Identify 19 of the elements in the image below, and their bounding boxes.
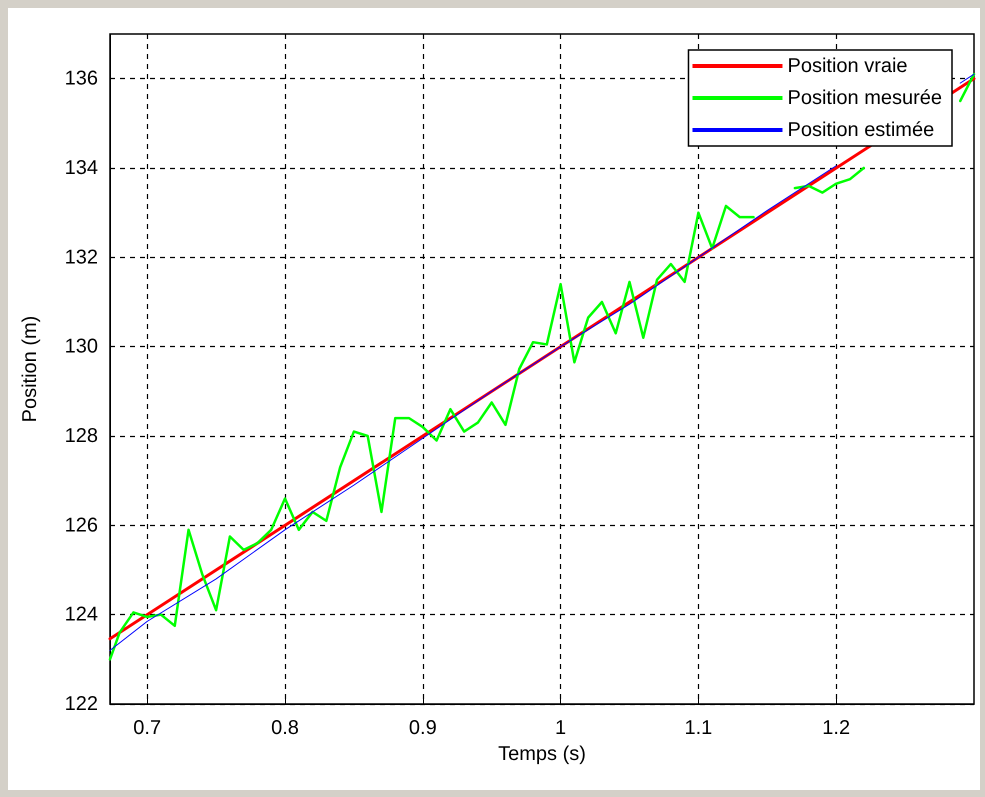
x-tick-label: 1.2: [822, 717, 850, 739]
y-tick-label: 124: [64, 604, 98, 626]
y-tick-label: 136: [64, 68, 98, 90]
legend-label: Position mesurée: [787, 87, 942, 109]
x-tick-label: 1.1: [684, 717, 712, 739]
y-tick-label: 126: [64, 514, 98, 536]
y-tick-label: 128: [64, 425, 98, 447]
legend-label: Position estimée: [787, 119, 934, 141]
y-tick-label: 122: [64, 693, 98, 715]
x-tick-label: 1: [555, 717, 566, 739]
y-tick-label: 130: [64, 336, 98, 358]
y-axis-title: Position (m): [19, 316, 41, 422]
x-tick-label: 0.7: [133, 717, 162, 739]
x-axis-title: Temps (s): [498, 743, 586, 765]
x-tick-label: 0.8: [271, 717, 299, 739]
legend-label: Position vraie: [787, 55, 908, 77]
y-tick-label: 132: [64, 246, 98, 268]
y-tick-label: 134: [64, 157, 98, 179]
x-tick-label: 0.9: [408, 717, 437, 739]
